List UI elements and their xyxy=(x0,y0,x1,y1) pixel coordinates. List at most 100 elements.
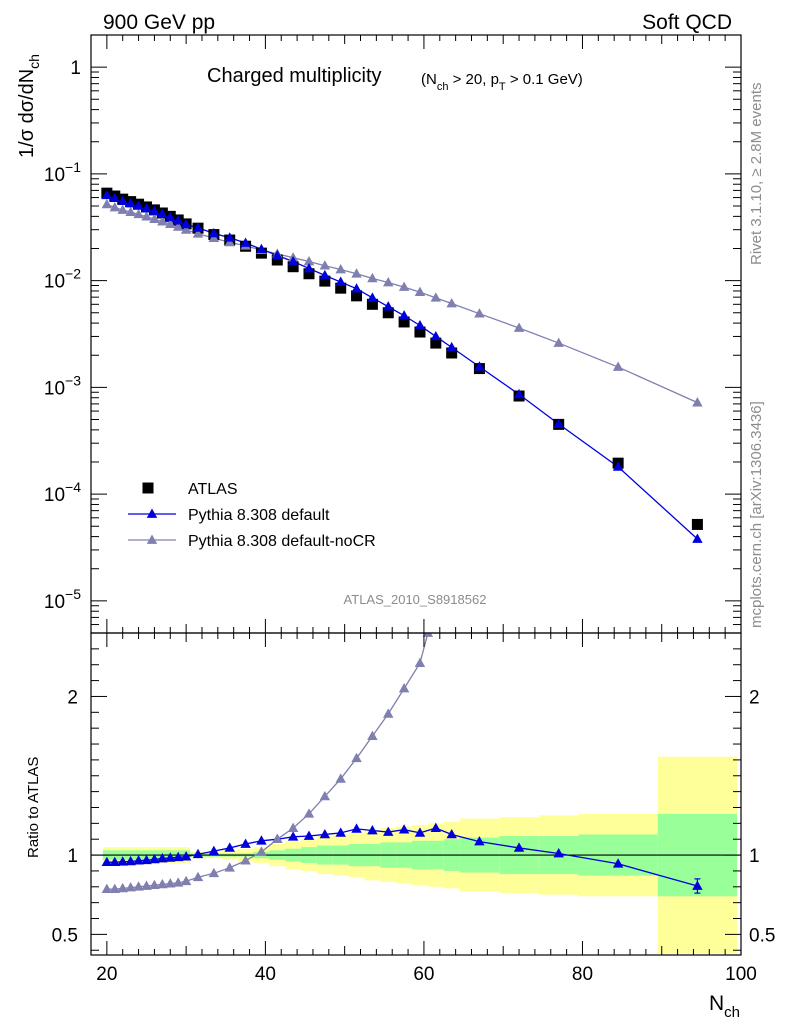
main-series xyxy=(101,187,703,543)
data-point xyxy=(382,307,394,319)
ratio-point xyxy=(335,773,346,783)
ratio-point xyxy=(367,824,378,835)
ratio-y-tick-label: 0.5 xyxy=(52,925,78,946)
data-point xyxy=(398,316,410,328)
ratio-point xyxy=(367,730,378,740)
ratio-point xyxy=(192,871,204,882)
chart-title-cut: (Nch > 20, pT > 0.1 GeV) xyxy=(421,71,583,93)
mc-point xyxy=(513,322,525,332)
mc-point xyxy=(101,198,113,209)
mc-point xyxy=(430,330,442,341)
legend-label: Pythia 8.308 default xyxy=(188,507,330,524)
mc-point xyxy=(180,218,192,229)
mc-point xyxy=(157,216,168,226)
legend: ATLAS Pythia 8.308 default Pythia 8.308 de… xyxy=(128,481,376,550)
ratio-point xyxy=(446,828,457,839)
ratio-point xyxy=(414,657,426,667)
data-point xyxy=(446,347,458,359)
mc-point xyxy=(192,222,204,232)
ratio-frame xyxy=(90,632,742,956)
ratio-point xyxy=(272,833,283,844)
ratio-point xyxy=(240,855,251,865)
y-tick-label: 1 xyxy=(70,58,81,79)
x-tick-label: 80 xyxy=(572,964,593,985)
ratio-point xyxy=(612,858,624,868)
mc-point xyxy=(367,292,378,302)
mc-point xyxy=(474,361,485,371)
ratio-point xyxy=(109,883,121,894)
mc-point xyxy=(256,243,267,254)
ratio-y-tick-label-right: 0.5 xyxy=(749,925,775,946)
ratio-y-axis-label: Ratio to ATLAS xyxy=(25,757,42,858)
ratio-point xyxy=(287,822,299,832)
mc-point xyxy=(208,232,220,242)
legend-marker xyxy=(146,508,158,518)
mc-point xyxy=(513,388,525,399)
ratio-point xyxy=(474,836,485,846)
data-point xyxy=(303,268,315,280)
mc-point xyxy=(474,308,485,318)
mc-point xyxy=(208,227,220,238)
mc-point xyxy=(383,277,394,287)
ratio-point xyxy=(125,882,136,892)
ratio-point xyxy=(101,856,113,867)
ratio-point xyxy=(133,855,144,865)
mc-point xyxy=(351,268,362,278)
ratio-point xyxy=(125,855,136,866)
mc-point xyxy=(133,200,144,210)
mc-point xyxy=(351,283,362,293)
mc-point xyxy=(109,202,121,212)
mc-point xyxy=(335,264,346,274)
x-tick-label: 20 xyxy=(96,964,117,985)
mc-point xyxy=(172,221,184,231)
mc-point xyxy=(133,208,144,219)
mc-point xyxy=(125,197,136,208)
ratio-point xyxy=(141,880,152,890)
mc-point xyxy=(165,211,176,222)
mc-point xyxy=(414,319,426,330)
mc-point xyxy=(149,205,160,215)
ratio-point xyxy=(117,882,128,893)
ratio-point xyxy=(172,877,184,887)
mc-point xyxy=(553,337,564,347)
analysis-watermark: ATLAS_2010_S8918562 xyxy=(344,592,487,607)
mc-point xyxy=(612,361,624,371)
mc-point xyxy=(240,237,251,247)
ratio-point xyxy=(335,827,346,837)
data-point xyxy=(691,518,703,530)
mc-point xyxy=(180,224,192,234)
rivet-version-text: Rivet 3.1.10, ≥ 2.8M events xyxy=(748,83,765,266)
ratio-point xyxy=(398,824,410,834)
mc-point xyxy=(303,262,315,273)
ratio-point xyxy=(224,842,235,852)
mc-point xyxy=(367,272,378,283)
mc-point xyxy=(430,292,442,302)
ratio-point xyxy=(256,846,267,856)
legend-label: ATLAS xyxy=(188,481,238,498)
header-right: Soft QCD xyxy=(642,11,732,34)
ratio-point xyxy=(101,883,113,894)
mc-point xyxy=(117,195,128,205)
mc-point xyxy=(101,189,113,200)
ratio-point xyxy=(180,875,192,886)
ratio-y-tick-label: 2 xyxy=(67,687,78,708)
ratio-point xyxy=(319,790,331,801)
mc-point xyxy=(303,256,315,266)
mc-point xyxy=(414,286,426,296)
ratio-point xyxy=(398,683,410,693)
mc-point xyxy=(383,301,394,311)
data-point xyxy=(319,275,331,287)
ratio-point xyxy=(383,826,394,836)
data-point xyxy=(366,298,378,310)
legend-label: Pythia 8.308 default-noCR xyxy=(188,533,376,550)
ratio-point xyxy=(224,862,235,872)
mc-point xyxy=(287,256,299,266)
mc-point xyxy=(335,276,346,286)
ratio-y-tick-label-right: 2 xyxy=(749,687,760,708)
x-tick-label: 60 xyxy=(413,964,434,985)
x-tick-label: 100 xyxy=(725,964,757,985)
ratio-point xyxy=(303,830,315,840)
data-point xyxy=(287,261,299,273)
mc-point xyxy=(553,418,564,428)
